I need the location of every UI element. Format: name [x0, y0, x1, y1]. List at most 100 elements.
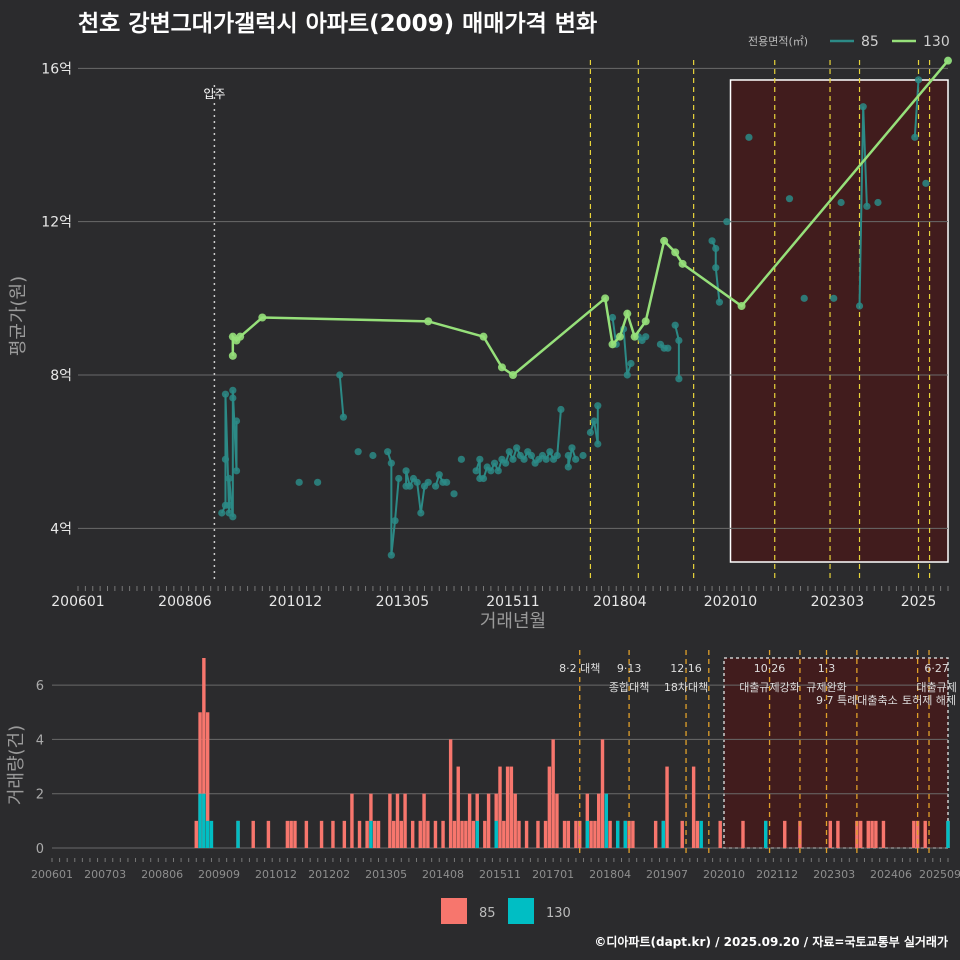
y-axis-title: 평균가(원) [8, 276, 29, 356]
series-85-point [424, 478, 432, 486]
series-85-point [590, 417, 598, 425]
bar-85 [388, 793, 392, 848]
series-85-point [229, 386, 237, 394]
bar-130 [369, 820, 373, 848]
bar-85 [593, 820, 597, 848]
bar-85 [205, 712, 210, 848]
series-85-point [225, 474, 233, 483]
series-85-point [435, 471, 443, 479]
series-85-point [712, 244, 720, 253]
bar-85 [293, 820, 297, 848]
bar-85 [912, 820, 916, 848]
series-85-point [225, 501, 233, 509]
bar-85 [395, 793, 400, 848]
bar-85 [350, 793, 354, 848]
y-tick-label: 12억 [41, 215, 72, 231]
bar-85 [562, 820, 567, 848]
series-85-point [594, 402, 602, 410]
bar-85 [285, 820, 290, 848]
series-85-point [314, 478, 322, 486]
bar-85 [665, 766, 669, 848]
bar-85 [464, 820, 468, 848]
series-85-point [369, 451, 377, 460]
bar-85 [373, 820, 377, 848]
policy-annotation: 종합대책 [609, 681, 649, 694]
series-85-point [837, 198, 845, 207]
series-130-point [424, 317, 433, 326]
bar-85 [331, 820, 335, 848]
y-axis-title: 거래량(건) [6, 725, 27, 805]
series-85-point [229, 513, 237, 521]
bar-85 [304, 820, 309, 848]
series-85-point [855, 302, 864, 310]
x-tick-label: 201701 [532, 868, 574, 881]
x-tick-label: 200601 [51, 594, 104, 610]
series-85-point [572, 455, 580, 463]
policy-annotation: 대출규제강화 [739, 681, 800, 694]
bar-130 [604, 793, 609, 848]
x-tick-label: 202010 [703, 868, 745, 881]
policy-annotation: 규제완화 [806, 681, 846, 694]
bar-85 [460, 820, 464, 848]
series-85-point [513, 444, 521, 452]
bar-85 [198, 712, 202, 848]
series-85-point [476, 455, 484, 463]
bar-130 [209, 820, 214, 848]
policy-annotation: 8·2 대책 [559, 662, 600, 675]
bar-85 [376, 820, 381, 848]
move-in-label: 입주 [203, 87, 225, 101]
bar-85 [251, 820, 255, 848]
x-tick-label: 202303 [813, 868, 855, 881]
series-130-point [258, 313, 267, 322]
series-85-segment [862, 106, 868, 207]
series-85-point [387, 459, 395, 467]
series-85-point [472, 467, 480, 475]
bar-85 [486, 793, 491, 848]
series-85-point [417, 509, 425, 517]
series-85-point [384, 448, 392, 456]
bar-85 [836, 820, 840, 848]
bar-85 [870, 820, 874, 848]
series-85-segment [416, 482, 422, 514]
bar-85 [600, 739, 605, 848]
bar-85 [433, 820, 438, 848]
series-85-segment [390, 520, 397, 556]
series-85-point [457, 455, 465, 463]
series-85-point [527, 451, 536, 460]
series-85-point [675, 336, 683, 345]
x-axis-title: 거래년월 [480, 611, 546, 632]
x-tick-label: 201012 [255, 868, 297, 881]
bar-85 [422, 793, 426, 848]
bar-85 [452, 820, 457, 848]
x-tick-label: 200909 [198, 868, 240, 881]
bar-85 [403, 793, 407, 848]
x-tick-label: 201012 [269, 594, 322, 610]
bar-85 [524, 820, 529, 848]
bar-85 [391, 820, 396, 848]
policy-annotation: 9·7 특례대출축소 [816, 694, 898, 707]
series-130-point [630, 332, 639, 341]
series-85-point [505, 448, 513, 456]
bar-85 [741, 820, 745, 848]
series-85-point [863, 202, 871, 210]
series-85-point [221, 390, 230, 398]
bar-85 [543, 820, 548, 848]
series-85-point [874, 198, 882, 207]
series-85-segment [338, 374, 345, 418]
series-130-point [479, 332, 488, 341]
series-130-point [678, 259, 687, 268]
y-tick-label: 4 [36, 733, 44, 748]
bar-85 [574, 820, 578, 848]
series-85-point [664, 344, 672, 352]
policy-annotation: 9·13 [617, 662, 642, 675]
bar-85 [653, 820, 658, 848]
policy-annotation: 12·16 [670, 662, 702, 675]
series-85-point [715, 298, 724, 306]
series-85-segment [556, 409, 562, 456]
series-85-point [339, 413, 348, 421]
volume-chart: 0 2 4 6 8·2 대책 9·13 종합대책 12·16 18차대책 10·26 대출규제강화 1… [6, 650, 960, 924]
bar-85 [410, 820, 415, 848]
series-130-point [608, 340, 617, 349]
series-85-point [295, 478, 303, 486]
chart-title: 천호 강변그대가갤럭시 아파트(2009) 매매가격 변화 [78, 11, 598, 37]
